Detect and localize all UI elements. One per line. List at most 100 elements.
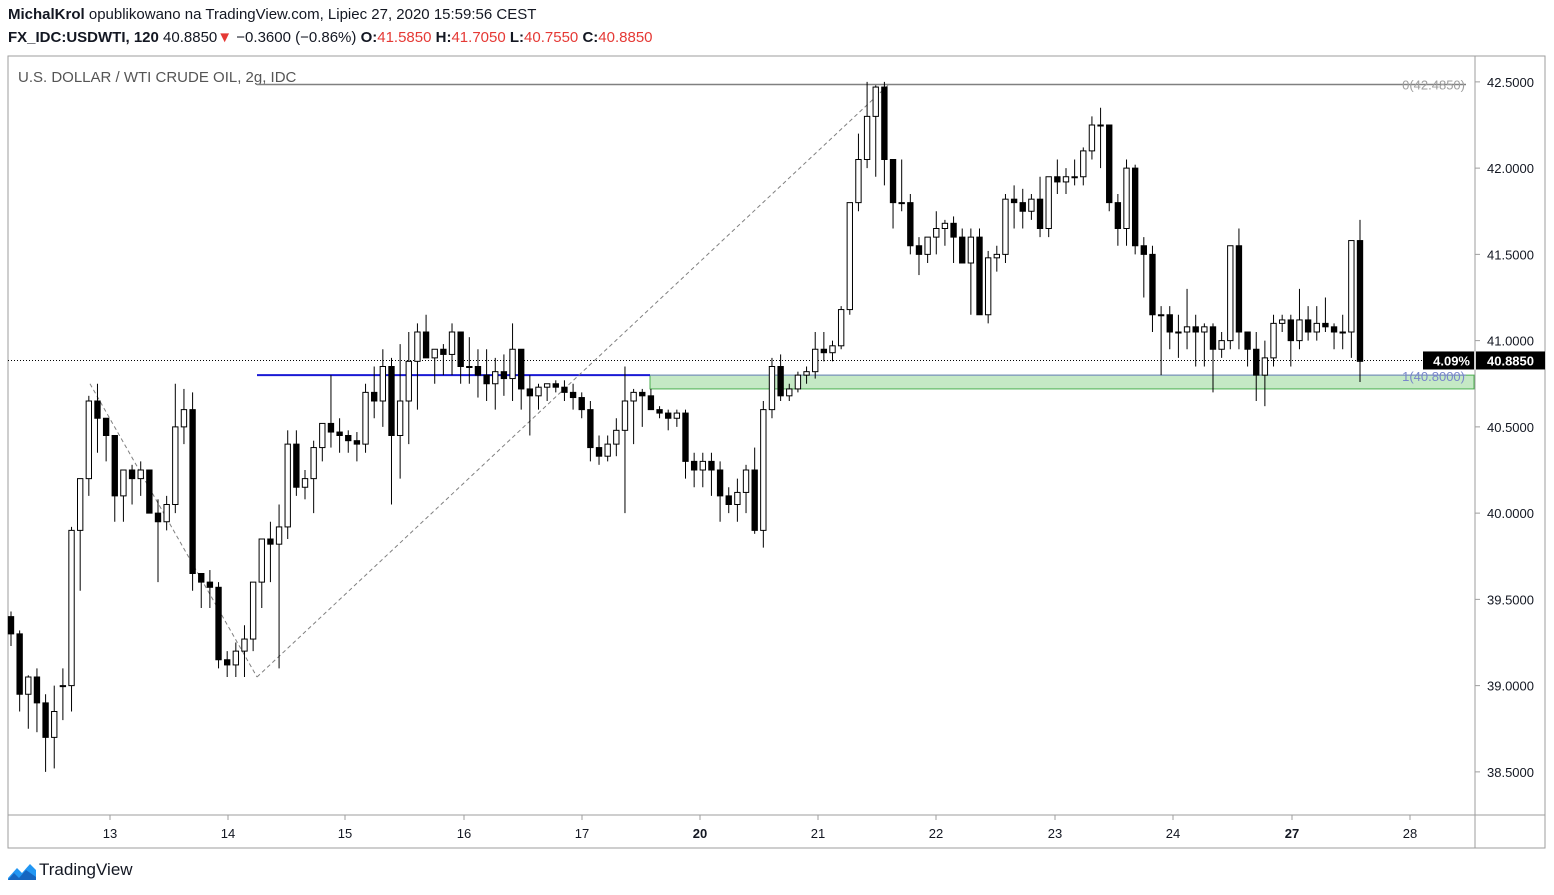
price-tick-label: 39.5000 [1487,592,1534,607]
candle-down [518,348,525,390]
candle-down [345,435,352,442]
candle-down [587,409,594,449]
price-tick-label: 40.5000 [1487,420,1534,435]
candle-up [621,400,629,431]
candle-up [396,400,404,436]
author-name[interactable]: MichalKrol [8,6,85,23]
time-tick-label: 16 [457,826,471,841]
time-axis[interactable]: 13 14 15 16 17 20 21 22 23 24 27 28 [103,815,1417,841]
candle-down [388,366,395,436]
candle-up [85,400,93,480]
candle-down [820,348,828,354]
candle-up [863,115,871,160]
candle-down [1287,319,1295,342]
chart-title: U.S. DOLLAR / WTI CRUDE OIL, 2g, IDC [18,69,297,86]
candle-down [907,202,914,247]
candle-up [837,309,845,347]
candle-up [241,638,248,652]
candle-down [889,159,897,204]
candle-up [310,447,317,480]
candle-up [933,228,940,238]
last-price: 40.8850 [163,29,218,46]
candle-down [1235,245,1243,333]
candle-down [552,383,559,388]
candle-down [639,391,646,397]
candle-down [94,400,101,419]
candle-down [716,469,724,497]
candle-up [786,388,793,397]
candle-up [613,429,620,445]
candle-up [137,469,144,480]
candle-up [760,409,767,531]
candle-up [1339,331,1346,334]
close-value: 40.8850 [598,29,653,46]
candle-down [128,469,136,480]
candle-down [1149,253,1156,316]
candle-up [1071,176,1078,179]
candle-up [1183,326,1191,333]
price-tags: 4.09% 40.8850 [1423,351,1545,370]
publish-info: MichalKrol opublikowano na TradingView.c… [8,6,536,23]
candle-up [163,504,170,523]
tradingview-logo[interactable]: TradingView [8,860,133,880]
candle-up [120,469,127,497]
high-label: H: [435,29,452,46]
candle-up [812,348,819,373]
time-tick-label: 24 [1166,826,1180,841]
candle-up [1218,340,1225,350]
candle-up [855,159,862,204]
candle-down [561,386,568,393]
candle-down [1140,245,1147,255]
low-value: 40.7550 [524,29,579,46]
candle-down [474,366,482,376]
candle-down [1131,167,1139,247]
price-tick-label: 40.0000 [1487,506,1534,521]
percent-tag-bg [1423,351,1474,370]
candle-down [751,469,758,531]
candle-up [1088,124,1096,152]
candle-up [232,650,240,666]
candle-down [1253,348,1260,376]
candle-up [1201,326,1208,333]
price-axis[interactable]: 42.5000 42.0000 41.5000 41.0000 40.5000 40.00… [1475,75,1534,780]
publish-text: opublikowano na TradingView.com, Lipiec … [88,6,537,23]
candle-down [665,412,672,419]
candle-down [1209,326,1217,350]
candle-up [509,348,516,380]
candle-down [1244,331,1251,350]
brand-name: TradingView [39,860,133,879]
candle-up [924,236,931,255]
high-value: 41.7050 [451,29,506,46]
candle-down [915,245,923,255]
candle-up [414,331,421,362]
candle-down [457,331,464,367]
candle-down [569,391,577,399]
drawing-layer: 0(42.4850) 1(40.8000) [8,77,1475,678]
candle-up [699,460,706,471]
fib-level-0-label: 0(42.4850) [1402,77,1465,92]
price-tick-label: 39.0000 [1487,679,1534,694]
candle-up [604,443,611,457]
candle-up [1313,322,1320,333]
candle-up [466,366,473,368]
candle-down [881,86,888,160]
open-label: O: [360,29,378,46]
candle-up [319,422,326,449]
candle-down [42,702,49,738]
candle-down [1330,326,1338,333]
candle-up [872,86,879,117]
time-tick-label: 23 [1048,826,1062,841]
candle-down [293,443,300,488]
candle-down [1036,198,1044,230]
last-price-tag-label: 40.8850 [1487,353,1534,368]
low-label: L: [509,29,525,46]
candle-up [829,345,836,354]
candle-up [76,478,84,531]
time-tick-label: 20 [693,826,707,841]
candle-up [543,383,551,388]
price-tick-label: 41.5000 [1487,247,1534,262]
candle-up [734,491,741,505]
candle-down [1356,240,1364,362]
candle-up [1080,150,1087,178]
